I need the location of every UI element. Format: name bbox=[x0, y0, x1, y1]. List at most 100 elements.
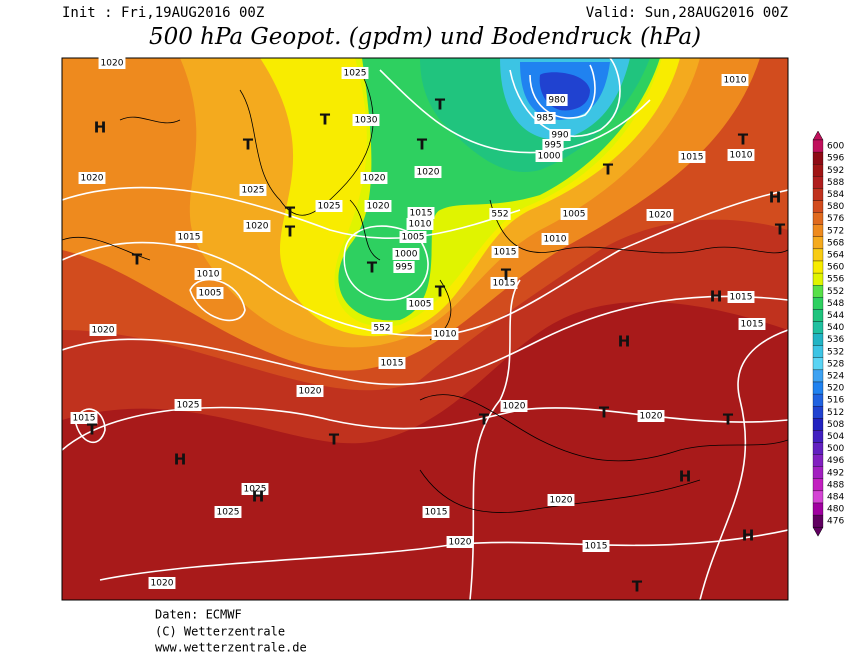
colorbar-label: 600 bbox=[827, 142, 844, 152]
isobar-label: 1020 bbox=[503, 402, 526, 412]
isobar-label: 1025 bbox=[217, 508, 240, 518]
colorbar-label: 576 bbox=[827, 214, 844, 224]
colorbar-label: 596 bbox=[827, 154, 844, 164]
isobar-label-box bbox=[414, 166, 442, 178]
colorbar-label: 492 bbox=[827, 468, 844, 478]
pressure-center: T bbox=[285, 223, 296, 241]
isobar-label-box bbox=[534, 112, 556, 124]
isobar-label-box bbox=[637, 410, 665, 422]
colorbar-cap bbox=[812, 130, 824, 141]
colorbar-label: 584 bbox=[827, 190, 844, 200]
isobar-label: 1025 bbox=[344, 69, 367, 79]
isobar-label: 985 bbox=[536, 114, 553, 124]
isobar-label: 1015 bbox=[585, 542, 608, 552]
colorbar-label: 512 bbox=[827, 408, 844, 418]
isobar-label-box bbox=[214, 506, 242, 518]
isobar-label: 1020 bbox=[151, 579, 174, 589]
colorbar-swatch bbox=[812, 164, 824, 177]
colorbar-swatch bbox=[812, 188, 824, 201]
footer-line: www.wetterzentrale.de bbox=[155, 641, 307, 655]
colorbar-swatch bbox=[812, 212, 824, 225]
colorbar-label: 580 bbox=[827, 202, 844, 212]
isobar-label-box bbox=[547, 494, 575, 506]
colorbar-label: 560 bbox=[827, 263, 844, 273]
pressure-center: T bbox=[132, 251, 143, 269]
colorbar-swatch bbox=[812, 514, 824, 528]
colorbar-label: 508 bbox=[827, 420, 844, 430]
pressure-center: T bbox=[775, 221, 786, 239]
pressure-center: T bbox=[329, 431, 340, 449]
colorbar-label: 520 bbox=[827, 384, 844, 394]
isobar-label-box bbox=[489, 208, 511, 220]
colorbar-label: 484 bbox=[827, 492, 844, 502]
pressure-center: T bbox=[243, 136, 254, 154]
isobar-label: 1010 bbox=[730, 151, 753, 161]
isobar-label-box bbox=[738, 318, 766, 330]
colorbar-label: 488 bbox=[827, 480, 844, 490]
colorbar-label: 532 bbox=[827, 347, 844, 357]
isobar-label: 1020 bbox=[246, 222, 269, 232]
isobar-label-box bbox=[392, 248, 420, 260]
isobar-label: 1020 bbox=[649, 211, 672, 221]
isobar-label: 1020 bbox=[367, 202, 390, 212]
colorbar-swatch bbox=[812, 381, 824, 395]
isobar-label: 1010 bbox=[434, 330, 457, 340]
isobar-label-box bbox=[431, 328, 459, 340]
isobar-label: 1020 bbox=[101, 59, 124, 69]
pressure-center: T bbox=[320, 111, 331, 129]
colorbar-swatch bbox=[812, 297, 824, 310]
colorbar-swatch bbox=[812, 321, 824, 334]
isobar-label: 552 bbox=[373, 324, 390, 334]
isobar-label-box bbox=[500, 400, 528, 412]
isobar-label-box bbox=[239, 184, 267, 196]
isobar-label: 1005 bbox=[563, 210, 586, 220]
isobar-label: 1015 bbox=[425, 508, 448, 518]
isobar-label: 1030 bbox=[355, 116, 378, 126]
colorbar-swatch bbox=[812, 430, 824, 443]
colorbar-label: 480 bbox=[827, 505, 844, 515]
isobar-label: 1010 bbox=[724, 76, 747, 86]
colorbar-swatch bbox=[812, 406, 824, 419]
isobar-label: 1025 bbox=[318, 202, 341, 212]
colorbar-swatch bbox=[812, 272, 824, 286]
isobar-label: 1010 bbox=[409, 220, 432, 230]
colorbar-label: 572 bbox=[827, 226, 844, 236]
pressure-center: T bbox=[603, 161, 614, 179]
colorbar-swatch bbox=[812, 285, 824, 298]
isobar-label-box bbox=[378, 357, 406, 369]
pressure-center: T bbox=[723, 411, 734, 429]
isobar-label-box bbox=[70, 412, 98, 424]
isobar-label: 1020 bbox=[299, 387, 322, 397]
pressure-center: H bbox=[710, 288, 723, 306]
isobar-label-box bbox=[89, 324, 117, 336]
isobar-label: 1010 bbox=[197, 270, 220, 280]
isobar-label: 1015 bbox=[178, 233, 201, 243]
pressure-center: T bbox=[367, 259, 378, 277]
isobar-label: 1005 bbox=[199, 289, 222, 299]
footer-line: Daten: ECMWF bbox=[155, 608, 242, 622]
isobar-label: 1000 bbox=[538, 152, 561, 162]
colorbar-swatch bbox=[812, 418, 824, 431]
colorbar-swatch bbox=[812, 333, 824, 346]
colorbar-cap bbox=[812, 526, 824, 537]
isobar-label-box bbox=[78, 172, 106, 184]
pressure-center: H bbox=[769, 189, 782, 207]
isobar-label: 1005 bbox=[409, 300, 432, 310]
isobar-label: 1015 bbox=[730, 293, 753, 303]
pressure-center: T bbox=[599, 404, 610, 422]
pressure-center: H bbox=[252, 488, 265, 506]
isobar-label-box bbox=[542, 139, 564, 151]
colorbar-label: 592 bbox=[827, 166, 844, 176]
isobar-label-box bbox=[352, 114, 380, 126]
colorbar-swatch bbox=[812, 309, 824, 322]
isobar-label-box bbox=[174, 399, 202, 411]
isobar-label-box bbox=[491, 246, 519, 258]
pressure-center: T bbox=[501, 266, 512, 284]
isobar-label-box bbox=[399, 231, 427, 243]
isobar-label-box bbox=[341, 67, 369, 79]
isobar-label: 1015 bbox=[741, 320, 764, 330]
isobar-label: 1005 bbox=[402, 233, 425, 243]
map-frame bbox=[61, 57, 789, 601]
colorbar-swatch bbox=[812, 200, 824, 213]
colorbar-swatch bbox=[812, 393, 824, 407]
